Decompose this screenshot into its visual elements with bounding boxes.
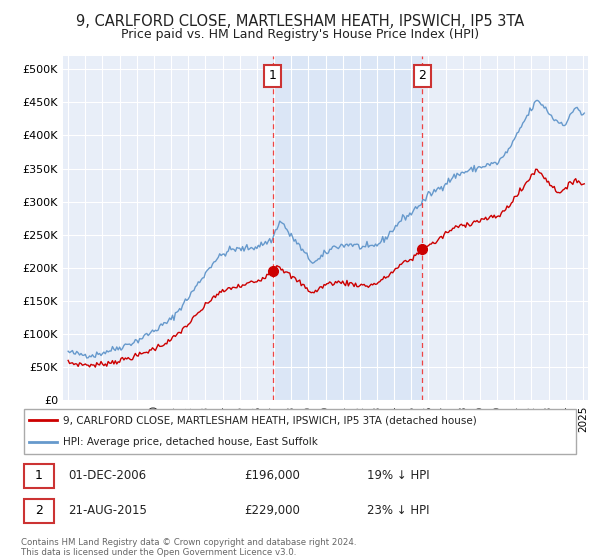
Text: 1: 1: [269, 69, 277, 82]
Text: 21-AUG-2015: 21-AUG-2015: [68, 504, 148, 517]
Text: 19% ↓ HPI: 19% ↓ HPI: [367, 469, 430, 482]
Text: 01-DEC-2006: 01-DEC-2006: [68, 469, 146, 482]
Text: £196,000: £196,000: [244, 469, 300, 482]
Text: 2: 2: [418, 69, 426, 82]
FancyBboxPatch shape: [24, 464, 55, 488]
Text: 9, CARLFORD CLOSE, MARTLESHAM HEATH, IPSWICH, IP5 3TA: 9, CARLFORD CLOSE, MARTLESHAM HEATH, IPS…: [76, 14, 524, 29]
Text: 1: 1: [35, 469, 43, 482]
Text: Contains HM Land Registry data © Crown copyright and database right 2024.
This d: Contains HM Land Registry data © Crown c…: [21, 538, 356, 557]
Text: HPI: Average price, detached house, East Suffolk: HPI: Average price, detached house, East…: [63, 437, 318, 447]
Text: 23% ↓ HPI: 23% ↓ HPI: [367, 504, 430, 517]
Text: 2: 2: [35, 504, 43, 517]
Text: 9, CARLFORD CLOSE, MARTLESHAM HEATH, IPSWICH, IP5 3TA (detached house): 9, CARLFORD CLOSE, MARTLESHAM HEATH, IPS…: [63, 415, 476, 425]
Text: £229,000: £229,000: [244, 504, 300, 517]
Bar: [272, 56, 422, 400]
FancyBboxPatch shape: [24, 409, 576, 454]
Text: Price paid vs. HM Land Registry's House Price Index (HPI): Price paid vs. HM Land Registry's House …: [121, 28, 479, 41]
FancyBboxPatch shape: [24, 498, 55, 522]
